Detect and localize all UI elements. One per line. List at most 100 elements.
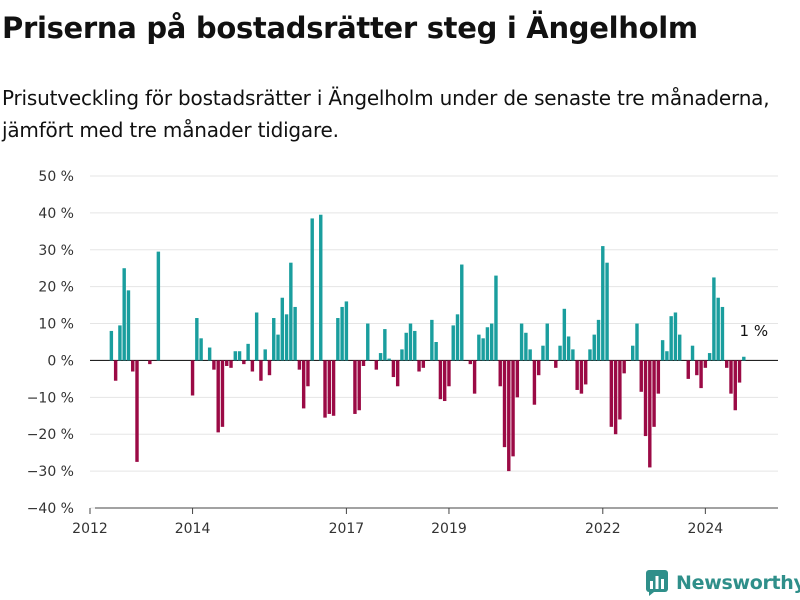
bar — [207, 347, 212, 361]
bar — [648, 360, 652, 468]
bar — [323, 360, 327, 418]
bar — [571, 349, 575, 361]
bar — [630, 345, 635, 361]
y-tick-label: 30 % — [38, 243, 74, 259]
bar — [639, 360, 643, 392]
bar — [242, 360, 246, 365]
bar — [472, 360, 477, 394]
bar — [678, 334, 682, 361]
y-tick-label: 20 % — [38, 280, 74, 296]
y-tick-label: 0 % — [47, 353, 74, 369]
bar — [695, 360, 699, 376]
bar — [229, 360, 233, 368]
bar — [135, 360, 139, 462]
bar — [660, 340, 665, 361]
bar — [434, 342, 438, 361]
y-tick-label: 10 % — [38, 317, 74, 333]
bar — [310, 218, 314, 361]
bar — [113, 360, 118, 381]
bar — [118, 325, 122, 361]
bar — [297, 360, 302, 370]
bar — [383, 329, 387, 361]
bar — [442, 360, 447, 402]
brand-name: Newsworthy — [676, 572, 800, 594]
x-tick-label: 2022 — [585, 521, 621, 537]
bar — [395, 360, 400, 387]
bar — [507, 360, 511, 472]
bar — [737, 360, 742, 383]
bar — [391, 360, 396, 378]
bar — [195, 318, 199, 361]
bar — [575, 360, 579, 390]
bar — [566, 336, 571, 361]
bar — [237, 351, 242, 361]
bar — [729, 360, 733, 394]
bar — [451, 325, 455, 361]
bar — [212, 360, 216, 370]
bar — [289, 262, 293, 361]
bar — [601, 246, 605, 361]
y-tick-label: −10 % — [27, 390, 74, 406]
bar — [468, 360, 473, 365]
x-tick-label: 2019 — [431, 521, 467, 537]
bar — [400, 349, 404, 361]
bar — [250, 360, 255, 372]
bar — [712, 277, 716, 361]
bar — [652, 360, 656, 427]
bar — [126, 290, 131, 361]
bar — [502, 360, 507, 448]
bar — [404, 332, 408, 361]
bar — [477, 334, 481, 361]
bar — [306, 360, 310, 387]
bar — [716, 297, 720, 361]
bar — [220, 360, 225, 427]
bar — [532, 360, 537, 405]
bar — [494, 275, 498, 361]
bar — [430, 319, 434, 361]
page-title: Priserna på bostadsrätter steg i Ängelho… — [2, 11, 698, 45]
bar — [528, 349, 532, 361]
bar — [361, 360, 366, 366]
bar — [545, 323, 549, 361]
bar — [481, 338, 485, 361]
bar — [336, 318, 340, 361]
bar — [190, 360, 195, 396]
bar — [357, 360, 361, 411]
bar — [109, 330, 114, 361]
bar — [720, 306, 725, 361]
bar — [460, 264, 464, 361]
bar — [511, 360, 515, 457]
bar — [498, 360, 502, 387]
bar — [536, 360, 541, 376]
bar — [699, 360, 703, 389]
latest-value-label: 1 % — [740, 322, 769, 340]
bar — [319, 214, 323, 361]
x-tick-label: 2014 — [175, 521, 211, 537]
bar — [742, 356, 746, 361]
bar — [707, 353, 712, 361]
bar — [122, 268, 126, 361]
bars — [109, 214, 746, 472]
page-subtitle: Prisutveckling för bostadsrätter i Ängel… — [2, 86, 770, 142]
bar — [387, 358, 391, 361]
y-tick-label: 40 % — [38, 206, 74, 222]
y-tick-label: −30 % — [27, 464, 74, 480]
bar — [725, 360, 729, 368]
bar — [686, 360, 690, 379]
bar — [673, 312, 678, 361]
bar — [690, 345, 695, 361]
bar — [656, 360, 661, 394]
bar — [558, 345, 562, 361]
bar — [489, 323, 494, 361]
bar — [378, 353, 383, 361]
bar — [233, 351, 238, 361]
bar — [413, 330, 417, 361]
bar — [284, 314, 289, 361]
bar — [276, 334, 280, 361]
bar — [267, 360, 272, 376]
bar — [485, 327, 490, 361]
bar — [455, 314, 460, 361]
bar — [665, 351, 669, 361]
bar — [293, 306, 297, 361]
bar — [156, 251, 161, 361]
